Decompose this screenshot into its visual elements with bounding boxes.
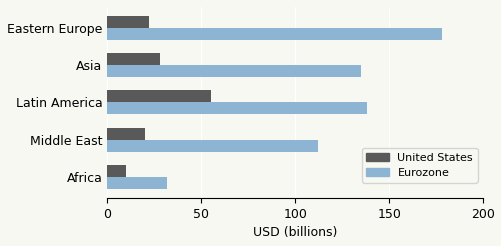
Bar — [107, 15, 148, 28]
X-axis label: USD (billions): USD (billions) — [253, 226, 337, 239]
Bar — [107, 53, 159, 65]
Bar — [107, 165, 126, 177]
Legend: United States, Eurozone: United States, Eurozone — [361, 148, 476, 183]
Bar — [107, 128, 144, 140]
Bar — [107, 177, 167, 189]
Bar — [107, 140, 317, 152]
Bar — [107, 90, 210, 102]
Bar — [107, 102, 366, 114]
Bar — [107, 28, 441, 40]
Bar — [107, 65, 360, 77]
